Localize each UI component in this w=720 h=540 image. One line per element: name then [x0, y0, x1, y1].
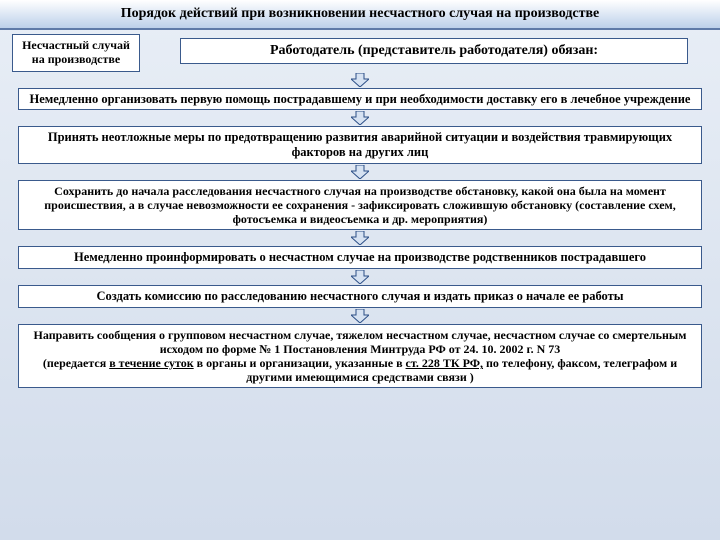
- step-box-4: Немедленно проинформировать о несчастном…: [18, 246, 702, 269]
- start-node: Несчастный случай на производстве: [12, 34, 140, 72]
- step-box-1: Немедленно организовать первую помощь по…: [18, 88, 702, 111]
- flow-arrow-icon: [18, 164, 702, 180]
- page-title: Порядок действий при возникновении несча…: [0, 0, 720, 30]
- steps-column: Немедленно организовать первую помощь по…: [0, 72, 720, 389]
- page: Порядок действий при возникновении несча…: [0, 0, 720, 540]
- step-box-2: Принять неотложные меры по предотвращени…: [18, 126, 702, 164]
- flow-arrow-icon: [18, 269, 702, 285]
- flow-arrow-icon: [18, 230, 702, 246]
- flow-arrow-icon: [18, 72, 702, 88]
- flow-arrow-icon: [18, 110, 702, 126]
- step-box-5: Создать комиссию по расследованию несчас…: [18, 285, 702, 308]
- step-box-6: Направить сообщения о групповом несчастн…: [18, 324, 702, 389]
- flow-arrow-icon: [18, 308, 702, 324]
- top-row: Несчастный случай на производстве Работо…: [0, 30, 720, 72]
- page-title-text: Порядок действий при возникновении несча…: [121, 6, 600, 22]
- employer-duty-box: Работодатель (представитель работодателя…: [180, 38, 688, 64]
- step-box-3: Сохранить до начала расследования несчас…: [18, 180, 702, 230]
